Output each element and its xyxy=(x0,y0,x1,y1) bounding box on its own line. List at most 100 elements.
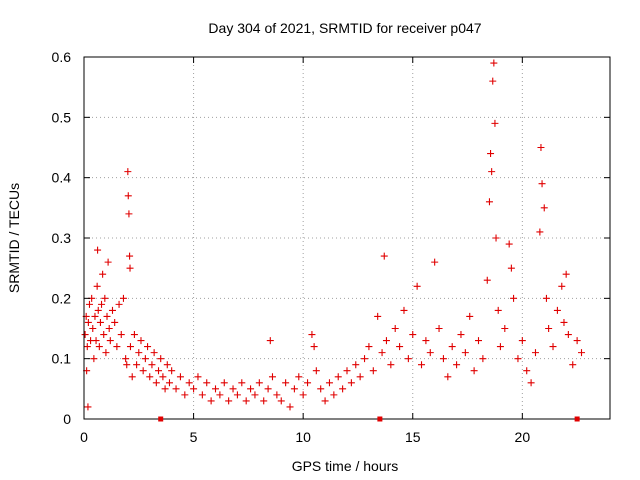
data-point xyxy=(83,343,91,351)
data-point xyxy=(537,144,545,151)
data-point xyxy=(168,367,176,375)
data-points xyxy=(81,59,586,411)
x-tick-label: 0 xyxy=(80,429,88,445)
data-point xyxy=(542,294,550,302)
data-point xyxy=(483,276,491,284)
plot-frame xyxy=(83,56,611,420)
data-point xyxy=(122,355,130,363)
data-point xyxy=(152,379,160,387)
data-point xyxy=(396,343,404,351)
data-point xyxy=(163,361,171,369)
y-axis-label: SRMTID / TECUs xyxy=(6,183,22,293)
data-point xyxy=(466,312,474,320)
data-point xyxy=(141,355,149,363)
data-point xyxy=(569,361,577,369)
data-point xyxy=(418,361,426,369)
data-point xyxy=(135,349,143,357)
axis-marker xyxy=(377,416,383,422)
data-point xyxy=(334,373,342,381)
data-point xyxy=(387,361,395,369)
data-point xyxy=(89,325,97,332)
data-point xyxy=(115,300,123,308)
data-point xyxy=(277,397,285,405)
chart-title: Day 304 of 2021, SRMTID for receiver p04… xyxy=(208,20,481,36)
data-point xyxy=(435,325,443,332)
data-point xyxy=(339,385,347,393)
data-point xyxy=(382,337,390,345)
data-point xyxy=(229,385,237,393)
data-point xyxy=(124,192,132,200)
data-point xyxy=(514,355,522,363)
data-point xyxy=(273,391,281,399)
data-point xyxy=(242,397,250,405)
data-point xyxy=(439,355,447,363)
data-point xyxy=(185,379,193,387)
data-point xyxy=(94,306,102,314)
data-point xyxy=(489,77,497,85)
data-point xyxy=(444,373,452,381)
data-point xyxy=(391,325,399,332)
data-point xyxy=(578,349,586,357)
data-point xyxy=(148,361,156,369)
data-point xyxy=(268,373,276,381)
data-point xyxy=(113,343,121,351)
data-point xyxy=(111,318,119,326)
data-point xyxy=(560,318,568,326)
data-point xyxy=(126,264,134,272)
y-tick-label: 0 xyxy=(63,411,71,427)
data-point xyxy=(93,282,101,290)
data-point xyxy=(101,294,109,302)
data-point xyxy=(207,397,215,405)
data-point xyxy=(146,373,154,381)
axis-markers xyxy=(158,416,580,422)
data-point xyxy=(161,385,169,393)
data-point xyxy=(165,379,173,387)
data-point xyxy=(212,385,219,393)
data-point xyxy=(150,349,158,357)
data-point xyxy=(286,403,294,411)
data-point xyxy=(233,391,241,399)
data-point xyxy=(312,367,320,375)
data-point xyxy=(102,349,110,357)
data-point xyxy=(374,312,382,320)
data-point xyxy=(475,337,482,345)
y-tick-label: 0.3 xyxy=(52,230,72,246)
data-point xyxy=(247,385,255,393)
data-point xyxy=(84,403,92,411)
x-tick-label: 10 xyxy=(295,429,311,445)
data-point xyxy=(282,379,290,387)
data-point xyxy=(488,168,496,176)
data-point xyxy=(96,318,104,326)
data-point xyxy=(540,204,548,212)
axis-marker xyxy=(574,416,580,422)
data-point xyxy=(369,367,377,375)
data-point xyxy=(501,325,509,332)
data-point xyxy=(238,379,246,387)
data-point xyxy=(299,391,307,399)
data-point xyxy=(130,331,138,339)
data-point xyxy=(105,325,113,332)
data-point xyxy=(85,300,93,308)
data-point xyxy=(137,337,145,345)
data-point xyxy=(190,385,198,393)
data-point xyxy=(157,355,165,363)
data-point xyxy=(404,355,412,363)
data-point xyxy=(264,385,272,393)
data-point xyxy=(103,312,111,320)
y-tick-label: 0.5 xyxy=(52,109,72,125)
x-axis-label: GPS time / hours xyxy=(292,458,399,474)
data-point xyxy=(347,379,355,387)
data-point xyxy=(181,391,189,399)
data-point xyxy=(553,306,561,314)
data-point xyxy=(325,379,333,387)
data-point xyxy=(260,397,268,405)
data-point xyxy=(123,361,131,369)
data-point xyxy=(99,270,107,278)
data-point xyxy=(159,373,167,381)
data-point xyxy=(126,252,134,260)
data-point xyxy=(225,397,233,405)
data-point xyxy=(431,258,439,266)
data-point xyxy=(365,343,373,351)
x-tick-label: 5 xyxy=(190,429,198,445)
data-point xyxy=(492,234,500,242)
